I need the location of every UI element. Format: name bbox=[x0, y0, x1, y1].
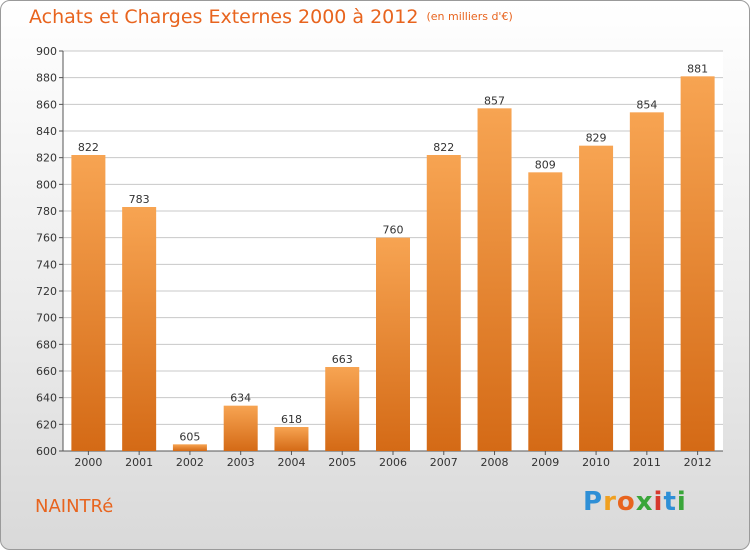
y-tick-label: 800 bbox=[36, 178, 57, 191]
commune-name: NAINTRé bbox=[35, 496, 114, 517]
bar-value-label: 605 bbox=[179, 430, 200, 443]
bar bbox=[274, 427, 309, 451]
x-tick-label: 2000 bbox=[74, 456, 102, 469]
chart-unit: (en milliers d'€) bbox=[426, 10, 513, 23]
logo-letter: o bbox=[616, 487, 636, 517]
bar bbox=[579, 145, 614, 451]
x-tick-label: 2005 bbox=[328, 456, 356, 469]
x-tick-label: 2006 bbox=[379, 456, 407, 469]
y-tick-label: 640 bbox=[36, 392, 57, 405]
x-tick-label: 2011 bbox=[633, 456, 661, 469]
bar bbox=[629, 112, 664, 451]
y-tick-label: 680 bbox=[36, 338, 57, 351]
chart-title: Achats et Charges Externes 2000 à 2012 (e… bbox=[29, 6, 513, 28]
logo-letter: t bbox=[663, 487, 677, 517]
y-tick-label: 620 bbox=[36, 418, 57, 431]
bar bbox=[122, 207, 157, 451]
bar-value-label: 822 bbox=[433, 141, 454, 154]
y-tick-label: 600 bbox=[36, 445, 57, 458]
x-tick-label: 2001 bbox=[125, 456, 153, 469]
x-tick-label: 2008 bbox=[481, 456, 509, 469]
x-tick-label: 2010 bbox=[582, 456, 610, 469]
y-tick-label: 780 bbox=[36, 205, 57, 218]
x-tick-label: 2009 bbox=[531, 456, 559, 469]
y-tick-label: 820 bbox=[36, 152, 57, 165]
y-tick-label: 900 bbox=[36, 45, 57, 58]
bar-value-label: 822 bbox=[78, 141, 99, 154]
x-tick-label: 2002 bbox=[176, 456, 204, 469]
proxiti-logo: Proxiti bbox=[583, 487, 687, 517]
logo-letter: x bbox=[635, 487, 654, 517]
y-tick-label: 840 bbox=[36, 125, 57, 138]
x-tick-label: 2003 bbox=[227, 456, 255, 469]
y-tick-label: 660 bbox=[36, 365, 57, 378]
bar-value-label: 663 bbox=[332, 353, 353, 366]
x-tick-label: 2012 bbox=[684, 456, 712, 469]
y-tick-label: 720 bbox=[36, 285, 57, 298]
bar-value-label: 783 bbox=[129, 193, 150, 206]
bar bbox=[376, 237, 410, 451]
bar bbox=[223, 405, 258, 451]
y-tick-label: 740 bbox=[36, 258, 57, 271]
logo-letter: i bbox=[676, 487, 687, 517]
bar-value-label: 634 bbox=[230, 392, 251, 405]
x-tick-label: 2007 bbox=[430, 456, 458, 469]
bar bbox=[477, 108, 512, 451]
bar-value-label: 854 bbox=[636, 98, 657, 111]
x-tick-label: 2004 bbox=[277, 456, 305, 469]
bar-value-label: 857 bbox=[484, 94, 505, 107]
chart-title-text: Achats et Charges Externes 2000 à 2012 bbox=[29, 6, 419, 28]
bar-value-label: 618 bbox=[281, 413, 302, 426]
logo-letter: i bbox=[653, 487, 664, 517]
bar bbox=[528, 172, 563, 452]
bar-value-label: 829 bbox=[586, 132, 607, 145]
bar bbox=[172, 444, 207, 451]
logo-letter: P bbox=[583, 487, 604, 517]
y-tick-label: 880 bbox=[36, 72, 57, 85]
logo-letter: r bbox=[603, 487, 617, 517]
bar bbox=[71, 155, 106, 451]
y-tick-label: 700 bbox=[36, 312, 57, 325]
y-tick-label: 860 bbox=[36, 98, 57, 111]
bar bbox=[426, 155, 461, 451]
bar-value-label: 760 bbox=[383, 224, 404, 237]
y-tick-label: 760 bbox=[36, 232, 57, 245]
bar-value-label: 809 bbox=[535, 158, 556, 171]
bar bbox=[680, 76, 715, 451]
bar bbox=[325, 367, 360, 451]
bar-value-label: 881 bbox=[687, 62, 708, 75]
